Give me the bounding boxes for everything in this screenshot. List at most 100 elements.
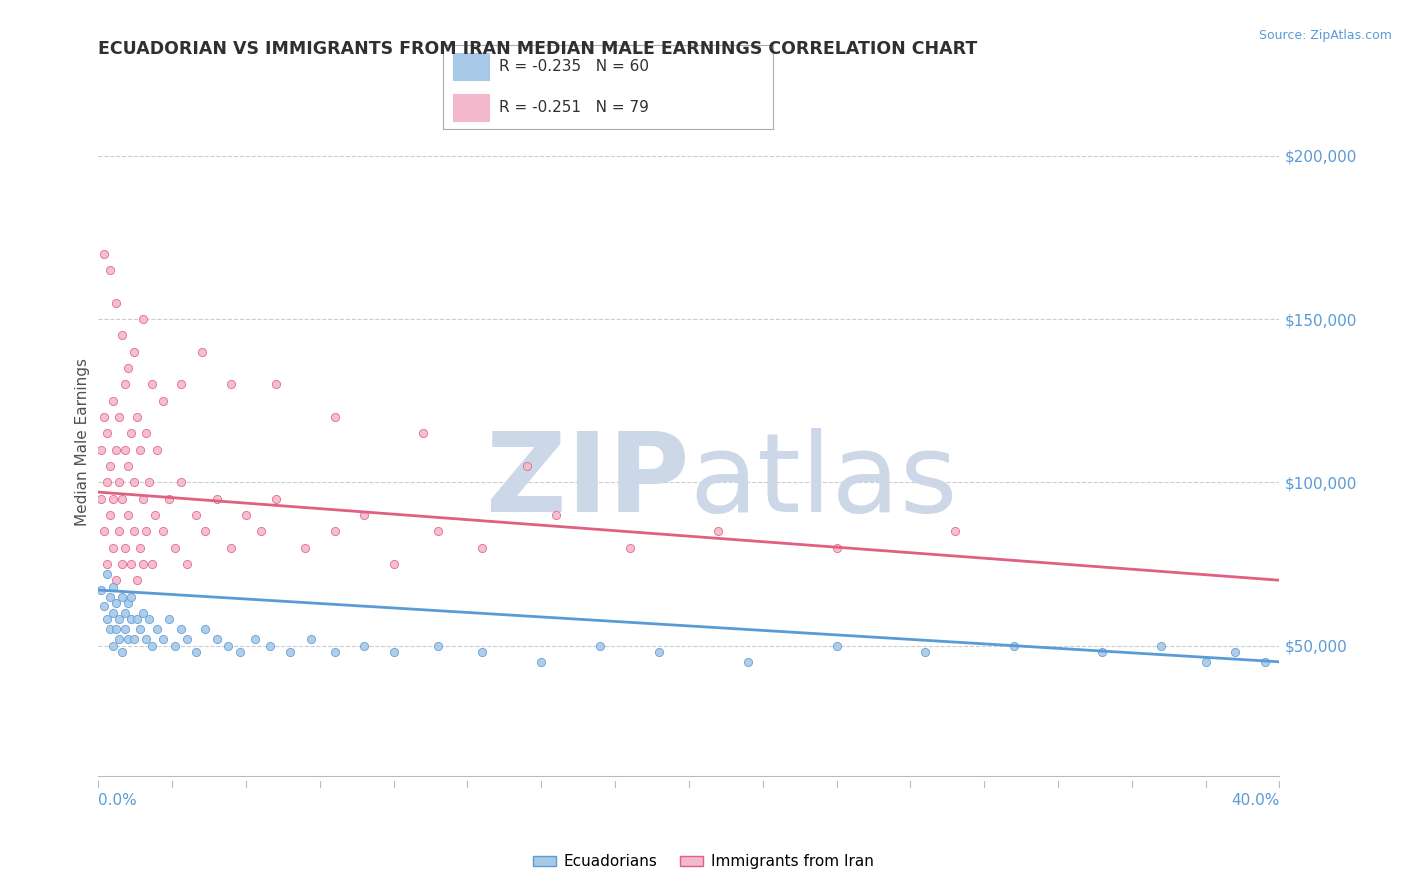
Point [98,458,121,473]
Point [98,622,121,636]
Point [135,524,157,539]
Point [471,645,494,659]
Point [90,491,112,506]
Point [235,508,257,522]
Point [176,557,198,571]
Point [105,296,128,310]
Point [122,344,145,359]
Point [93,524,115,539]
Point [1223,645,1246,659]
Point [219,377,242,392]
Text: 40.0%: 40.0% [1232,793,1279,807]
Text: R = -0.235   N = 60: R = -0.235 N = 60 [499,59,650,74]
Point [707,524,730,539]
Point [146,622,169,636]
Point [589,639,612,653]
Point [125,410,148,425]
Point [96,475,118,490]
Point [103,541,125,555]
Point [111,557,134,571]
Point [90,582,112,597]
Point [103,606,125,620]
Point [264,491,287,506]
Point [108,632,131,646]
Point [117,596,139,610]
Point [135,426,157,441]
Point [157,612,180,626]
Point [471,541,494,555]
Legend: Ecuadorians, Immigrants from Iran: Ecuadorians, Immigrants from Iran [526,848,880,875]
Point [1091,645,1114,659]
Point [96,557,118,571]
Point [103,491,125,506]
Point [323,524,346,539]
Point [619,541,641,555]
Point [111,491,134,506]
Point [120,590,142,604]
Point [170,377,193,392]
Point [914,645,936,659]
Point [111,590,134,604]
Point [205,632,228,646]
Point [143,508,166,522]
Point [117,508,139,522]
Point [152,632,174,646]
Point [114,442,136,457]
Point [105,442,128,457]
Point [105,573,128,587]
Point [111,328,134,343]
Text: 0.0%: 0.0% [98,793,138,807]
Bar [453,54,489,80]
Y-axis label: Median Male Earnings: Median Male Earnings [75,358,90,525]
Point [323,645,346,659]
Point [93,599,115,614]
Text: Source: ZipAtlas.com: Source: ZipAtlas.com [1258,29,1392,42]
Point [184,645,207,659]
Point [264,377,287,392]
Point [1195,655,1218,669]
Point [98,263,121,277]
Point [120,612,142,626]
Point [191,344,214,359]
Point [128,442,150,457]
Point [117,361,139,376]
Point [152,393,174,408]
Point [170,622,193,636]
Point [96,426,118,441]
Point [259,639,281,653]
Point [93,247,115,261]
Point [943,524,966,539]
Point [205,491,228,506]
Text: R = -0.251   N = 79: R = -0.251 N = 79 [499,100,650,115]
Point [737,655,759,669]
Point [229,645,252,659]
Point [103,393,125,408]
Point [184,508,207,522]
Point [128,541,150,555]
Point [125,612,148,626]
Point [648,645,671,659]
Point [243,632,266,646]
Point [427,524,450,539]
Point [98,590,121,604]
Point [98,508,121,522]
Point [103,639,125,653]
Point [132,312,155,326]
Point [120,426,142,441]
Point [299,632,322,646]
Point [105,596,128,610]
Point [114,622,136,636]
Point [96,612,118,626]
Point [117,458,139,473]
Point [138,612,160,626]
Point [108,524,131,539]
Point [1150,639,1173,653]
Point [125,573,148,587]
Point [170,475,193,490]
Point [825,541,848,555]
Text: ECUADORIAN VS IMMIGRANTS FROM IRAN MEDIAN MALE EARNINGS CORRELATION CHART: ECUADORIAN VS IMMIGRANTS FROM IRAN MEDIA… [98,40,977,58]
Point [122,475,145,490]
Point [530,655,553,669]
Point [294,541,316,555]
Point [152,524,174,539]
